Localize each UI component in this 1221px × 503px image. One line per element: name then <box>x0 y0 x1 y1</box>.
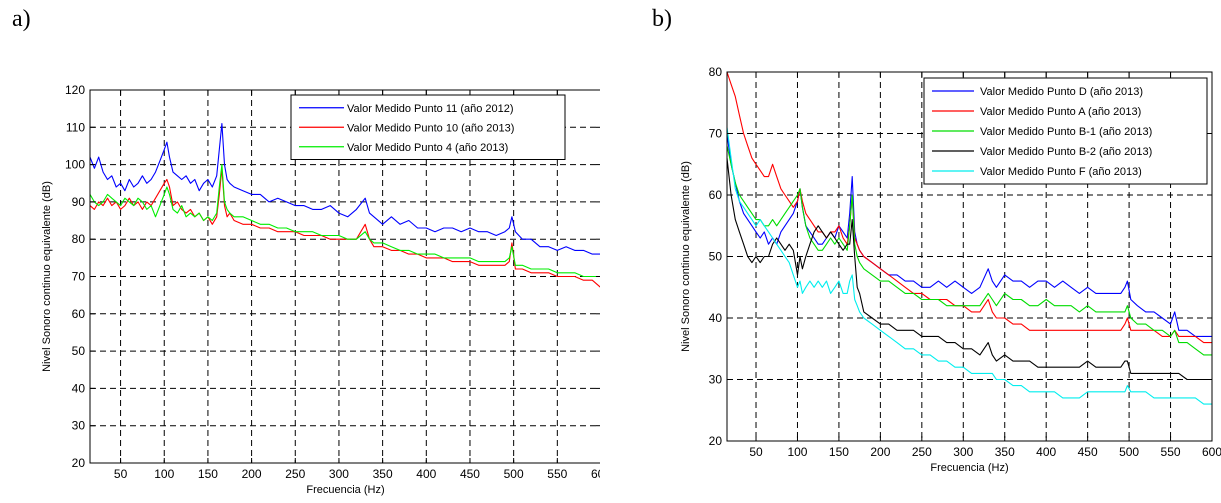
legend-entry-4: Valor Medido Punto B-2 (año 2013) <box>980 146 1152 158</box>
y-tick-label: 70 <box>72 270 86 284</box>
x-tick-label: 500 <box>504 467 524 481</box>
y-tick-label: 70 <box>709 127 723 141</box>
y-tick-label: 90 <box>72 195 86 209</box>
x-tick-label: 600 <box>1202 445 1221 459</box>
y-tick-label: 60 <box>709 188 723 202</box>
chart-b: 50 100 150 200 250 300 350 400 450 500 550 600 20 30 4… <box>680 65 1221 474</box>
chart-a: 50 100 150 200 250 300 350 400 450 500 550 600 20 30 4… <box>41 83 600 496</box>
panel-label-b: b) <box>652 6 672 32</box>
y-tick-label: 40 <box>709 311 723 325</box>
series-line-2 <box>726 71 1212 344</box>
y-tick-label: 30 <box>72 419 86 433</box>
x-tick-label: 450 <box>460 467 480 481</box>
y-tick-label: 120 <box>65 83 85 97</box>
series-line-4 <box>726 158 1212 381</box>
y-tick-label: 80 <box>72 232 86 246</box>
legend: Valor Medido Punto 11 (año 2012) Valor Me… <box>290 94 566 160</box>
legend-entry-3: Valor Medido Punto 4 (año 2013) <box>347 142 508 154</box>
x-tick-label: 200 <box>242 467 262 481</box>
y-tick-label: 100 <box>65 158 85 172</box>
series-line-1 <box>89 123 600 255</box>
x-tick-label: 100 <box>154 467 174 481</box>
legend-entry-5: Valor Medido Punto F (año 2013) <box>980 166 1142 178</box>
y-axis-label: Nivel Sonoro continuo equivalente (dB) <box>680 161 692 352</box>
x-tick-label: 300 <box>329 467 349 481</box>
x-tick-label: 150 <box>198 467 218 481</box>
legend-entry-3: Valor Medido Punto B-1 (año 2013) <box>980 126 1152 138</box>
legend-entry-2: Valor Medido Punto 10 (año 2013) <box>347 122 514 134</box>
legend-entry-1: Valor Medido Punto 11 (año 2012) <box>347 103 514 115</box>
legend: Valor Medido Punto D (año 2013) Valor Med… <box>923 77 1208 185</box>
series-line-3 <box>726 145 1212 356</box>
panel-label-a: a) <box>12 6 31 32</box>
y-axis-label: Nivel Sonoro continuo equivalente (dB) <box>41 181 53 372</box>
x-axis-label: Frecuencia (Hz) <box>930 462 1008 474</box>
x-tick-label: 200 <box>870 445 890 459</box>
x-tick-label: 100 <box>787 445 807 459</box>
series-line-5 <box>726 127 1212 405</box>
x-tick-label: 400 <box>416 467 436 481</box>
x-tick-label: 150 <box>829 445 849 459</box>
y-tick-label: 110 <box>66 120 85 134</box>
series-line-2 <box>89 167 600 288</box>
y-tick-label: 50 <box>709 250 723 264</box>
x-tick-label: 500 <box>1119 445 1139 459</box>
x-tick-label: 450 <box>1078 445 1098 459</box>
y-tick-label: 60 <box>72 307 86 321</box>
y-tick-label: 80 <box>709 65 723 79</box>
x-tick-label: 250 <box>912 445 932 459</box>
y-tick-label: 20 <box>72 456 86 470</box>
x-tick-label: 350 <box>995 445 1015 459</box>
y-tick-label: 30 <box>709 373 723 387</box>
x-tick-label: 350 <box>373 467 393 481</box>
series-line-3 <box>89 164 600 278</box>
y-tick-label: 40 <box>72 381 86 395</box>
legend-entry-2: Valor Medido Punto A (año 2013) <box>980 106 1141 118</box>
x-tick-label: 550 <box>547 467 567 481</box>
y-tick-label: 20 <box>709 434 723 448</box>
y-tick-label: 50 <box>72 344 86 358</box>
x-tick-label: 300 <box>953 445 973 459</box>
x-tick-label: 250 <box>285 467 305 481</box>
x-tick-label: 600 <box>591 467 600 481</box>
legend-entry-1: Valor Medido Punto D (año 2013) <box>980 86 1143 98</box>
x-tick-label: 50 <box>114 467 128 481</box>
x-tick-label: 550 <box>1161 445 1181 459</box>
series-line-1 <box>726 133 1212 337</box>
x-tick-label: 50 <box>749 445 763 459</box>
x-axis-label: Frecuencia (Hz) <box>306 484 384 496</box>
x-tick-label: 400 <box>1036 445 1056 459</box>
